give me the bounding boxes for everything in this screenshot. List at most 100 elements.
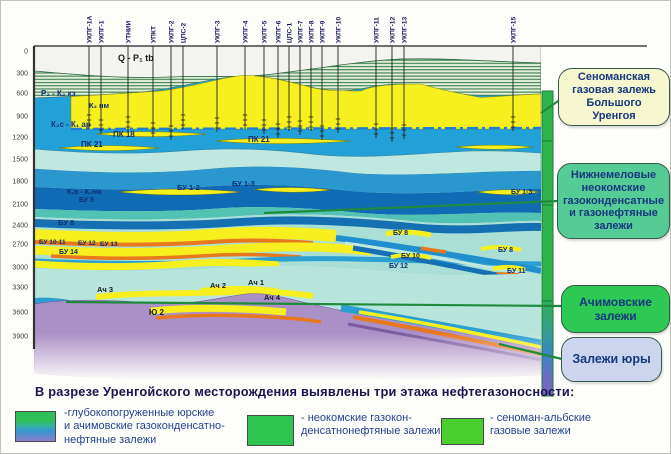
depth-tick-label: 3600 bbox=[12, 310, 28, 317]
well-label: ЦПС-2 bbox=[181, 22, 188, 43]
legend-line: и ачимовские газоконденсатно- bbox=[64, 420, 225, 433]
figure-caption: В разрезе Уренгойского месторождения выя… bbox=[35, 384, 575, 399]
wells-group: УКПГ-1А УКПГ-1 УТНИИ УПКТ УКПГ-2 ЦПС-2 УКПГ-3 У… bbox=[87, 16, 518, 142]
callout-achimov-deposits: Ачимовские залежи bbox=[561, 285, 670, 333]
depth-tick-label: 2100 bbox=[12, 202, 28, 209]
callout-connectors bbox=[65, 98, 563, 361]
well: УКПГ-4 bbox=[243, 20, 250, 129]
callout-jurassic-deposits: Залежи юры bbox=[561, 337, 662, 382]
well-label: УКПГ-13 bbox=[402, 17, 409, 43]
legend-label-senoman-alb: - сеноман-альбские газовые залежи bbox=[490, 412, 591, 439]
well-label: УКПГ-7 bbox=[298, 20, 305, 43]
well-label: УКПГ-10 bbox=[336, 17, 343, 43]
legend-line: - сеноман-альбские bbox=[490, 412, 591, 424]
strata-label: ПК 18 bbox=[113, 130, 135, 139]
depth-tick-label: 2700 bbox=[12, 242, 28, 249]
well: УПКТ bbox=[151, 26, 158, 137]
strata-label: БУ 1-3 bbox=[232, 179, 255, 188]
depth-tick-label: 3000 bbox=[12, 265, 28, 272]
legend-swatch-neocomian bbox=[247, 415, 294, 446]
well: УКПГ-7 bbox=[298, 20, 305, 135]
strata-label: БУ 1-3 bbox=[511, 189, 532, 196]
strata-label: Ач 3 bbox=[97, 285, 113, 294]
depth-tick-label: 900 bbox=[16, 114, 28, 121]
strata-label: БУ 8 bbox=[393, 230, 408, 237]
well-label: УКПГ-1 bbox=[99, 20, 106, 43]
strata-label: К₂с - К₁ ар bbox=[51, 120, 91, 129]
well-label: УКПГ-12 bbox=[390, 17, 397, 43]
well: УТНИИ bbox=[126, 20, 133, 131]
callout-senoman-deposit: Сеноманская газовая залежь Большого Урен… bbox=[558, 68, 670, 126]
depth-tick-label: 3300 bbox=[12, 285, 28, 292]
strata-label: Ач 4 bbox=[264, 293, 281, 302]
strata-label: БУ 12 bbox=[389, 263, 408, 270]
strata-label: БУ 5 bbox=[79, 197, 94, 204]
well: УКПГ-10 bbox=[336, 17, 343, 133]
well-label: УКПГ-11 bbox=[374, 17, 381, 43]
legend-line: - неокомские газокон- bbox=[301, 412, 412, 424]
well-label: УКПГ-2 bbox=[169, 20, 176, 43]
strata-labels-group: Q - P₁ tb Р₂ - К₂ кз К₂ нм К₂с - К₁ ар ПК 18… bbox=[39, 53, 532, 317]
strata-label: БУ 8 bbox=[498, 247, 513, 254]
stage-color-bar bbox=[541, 90, 554, 397]
well: УКПГ-3 bbox=[215, 20, 222, 132]
well: УКПГ-9 bbox=[320, 20, 327, 140]
depth-tick-label: 1800 bbox=[12, 179, 28, 186]
well-label: УКПГ-4 bbox=[243, 20, 250, 43]
strata-label: К₂ нм bbox=[89, 101, 110, 110]
well-label: УТНИИ bbox=[126, 20, 133, 43]
depth-tick-label: 300 bbox=[16, 71, 28, 78]
well: УКПГ-2 bbox=[169, 20, 176, 140]
depth-tick-label: 600 bbox=[16, 91, 28, 98]
stage-bar-dividers bbox=[542, 140, 553, 302]
well: УКПГ-11 bbox=[374, 17, 381, 138]
legend-swatch-jurassic-achimov bbox=[15, 411, 56, 442]
well: УКПГ-1 bbox=[99, 20, 106, 134]
strata-label: БУ 8 bbox=[58, 218, 74, 227]
strata-label: К₁в - К₁нм bbox=[67, 189, 101, 196]
well-label: УКПГ-5 bbox=[262, 20, 269, 43]
depth-tick-label: 3900 bbox=[12, 334, 28, 341]
well-label: УКПГ-1А bbox=[87, 16, 94, 43]
legend-line: газовые залежи bbox=[490, 425, 571, 438]
well-label: УКПГ-15 bbox=[511, 17, 518, 43]
legend-swatch-senoman-alb bbox=[441, 418, 484, 445]
strata-label: Р₂ - К₂ кз bbox=[41, 89, 76, 98]
strata-label: БУ 10 bbox=[401, 253, 420, 260]
strata-label: Ю 2 bbox=[149, 308, 164, 317]
well: УКПГ-12 bbox=[390, 17, 397, 142]
depth-tick-label: 2400 bbox=[12, 223, 28, 230]
strata-label: Ач 1 bbox=[248, 278, 264, 287]
strata-label: ПК 21 bbox=[81, 140, 103, 149]
well: УКПГ-8 bbox=[309, 20, 316, 131]
well: ЦПС-2 bbox=[181, 22, 188, 129]
depth-tick-label: 1500 bbox=[12, 157, 28, 164]
well-label: ЦПС-1 bbox=[287, 22, 294, 43]
well: УКПГ-15 bbox=[511, 17, 518, 131]
depth-tick-label: 1200 bbox=[12, 135, 28, 142]
depth-scale: 0 300 600 900 1200 1500 1800 2100 2400 2700 3000 33… bbox=[12, 49, 28, 341]
strata-bands bbox=[34, 46, 541, 379]
legend-line: нефтяные залежи bbox=[64, 433, 157, 446]
well-label: УПКТ bbox=[151, 26, 158, 43]
well-label: УКПГ-9 bbox=[320, 20, 327, 43]
strata-label: БУ 14 bbox=[59, 249, 78, 256]
strata-label: Q - P₁ tb bbox=[118, 53, 154, 63]
callout-neocomian-deposits: Нижнемеловые неокомские газоконденсатные… bbox=[557, 163, 670, 239]
strata-label: Ач 2 bbox=[210, 281, 226, 290]
well-label: УКПГ-6 bbox=[276, 20, 283, 43]
well-label: УКПГ-8 bbox=[309, 20, 316, 43]
depth-tick-label: 0 bbox=[24, 49, 28, 56]
strata-label: БУ 11 bbox=[507, 268, 526, 275]
strata-label: БУ 1-2 bbox=[177, 183, 200, 192]
strata-label: БУ 13 bbox=[100, 241, 118, 248]
well: УКПГ-1А bbox=[87, 16, 94, 129]
strata-label: БУ 10-11 bbox=[39, 239, 66, 246]
well: ЦПС-1 bbox=[287, 22, 294, 131]
legend-label-jurassic-achimov: -глубокопогруженные юрские и ачимовские … bbox=[64, 407, 225, 447]
well-label: УКПГ-3 bbox=[215, 20, 222, 43]
legend-label-neocomian: - неокомские газокон- денсатнонефтяные з… bbox=[301, 412, 440, 439]
well: УКПГ-6 bbox=[276, 20, 283, 138]
